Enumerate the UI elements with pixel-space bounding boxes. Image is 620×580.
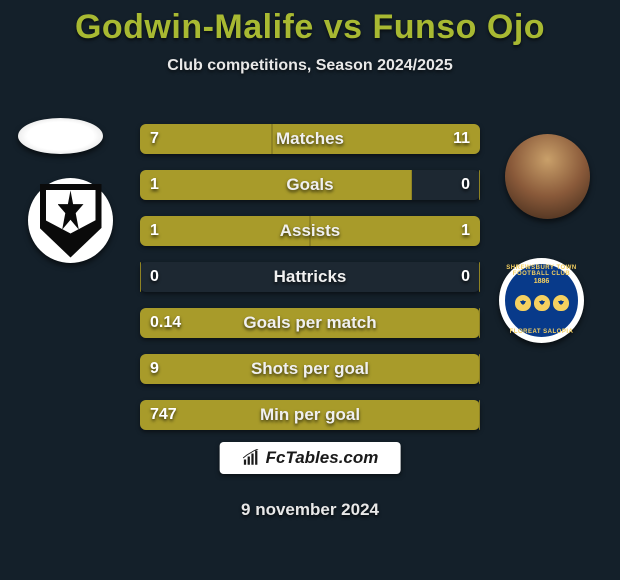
stat-row-assists: 1 Assists 1 [140, 216, 480, 246]
value-right: 1 [461, 216, 470, 246]
stat-label: Min per goal [140, 400, 480, 430]
value-right: 0 [461, 170, 470, 200]
crest-year: 1886 [534, 278, 550, 285]
crest-top-text: SHREWSBURY TOWN FOOTBALL CLUB [505, 265, 578, 277]
stat-row-goals: 1 Goals 0 [140, 170, 480, 200]
stat-label: Shots per goal [140, 354, 480, 384]
stat-row-matches: 7 Matches 11 [140, 124, 480, 154]
watermark-badge: FcTables.com [220, 442, 401, 474]
value-right: 11 [453, 124, 470, 154]
stat-row-goals-per-match: 0.14 Goals per match [140, 308, 480, 338]
subtitle: Club competitions, Season 2024/2025 [0, 57, 620, 75]
stat-label: Goals per match [140, 308, 480, 338]
stat-label: Assists [140, 216, 480, 246]
crest-bottom-text: FLOREAT SALOPIA [505, 329, 578, 335]
stats-panel: 7 Matches 11 1 Goals 0 1 Assists 1 0 Hat… [140, 124, 480, 446]
lion-icon [515, 295, 531, 311]
player-right-avatar [505, 134, 590, 219]
player-left-avatar [18, 118, 103, 154]
stat-row-shots-per-goal: 9 Shots per goal [140, 354, 480, 384]
player-left-crest [28, 178, 113, 263]
chart-icon [242, 449, 260, 467]
player-right-crest: SHREWSBURY TOWN FOOTBALL CLUB 1886 FLORE… [499, 258, 584, 343]
date-text: 9 november 2024 [0, 500, 620, 520]
stat-label: Matches [140, 124, 480, 154]
stat-row-hattricks: 0 Hattricks 0 [140, 262, 480, 292]
lion-icon [534, 295, 550, 311]
lion-icon [553, 295, 569, 311]
stat-row-min-per-goal: 747 Min per goal [140, 400, 480, 430]
page-title: Godwin-Malife vs Funso Ojo [0, 0, 620, 47]
watermark-text: FcTables.com [266, 448, 379, 468]
stat-label: Hattricks [140, 262, 480, 292]
value-right: 0 [461, 262, 470, 292]
stat-label: Goals [140, 170, 480, 200]
